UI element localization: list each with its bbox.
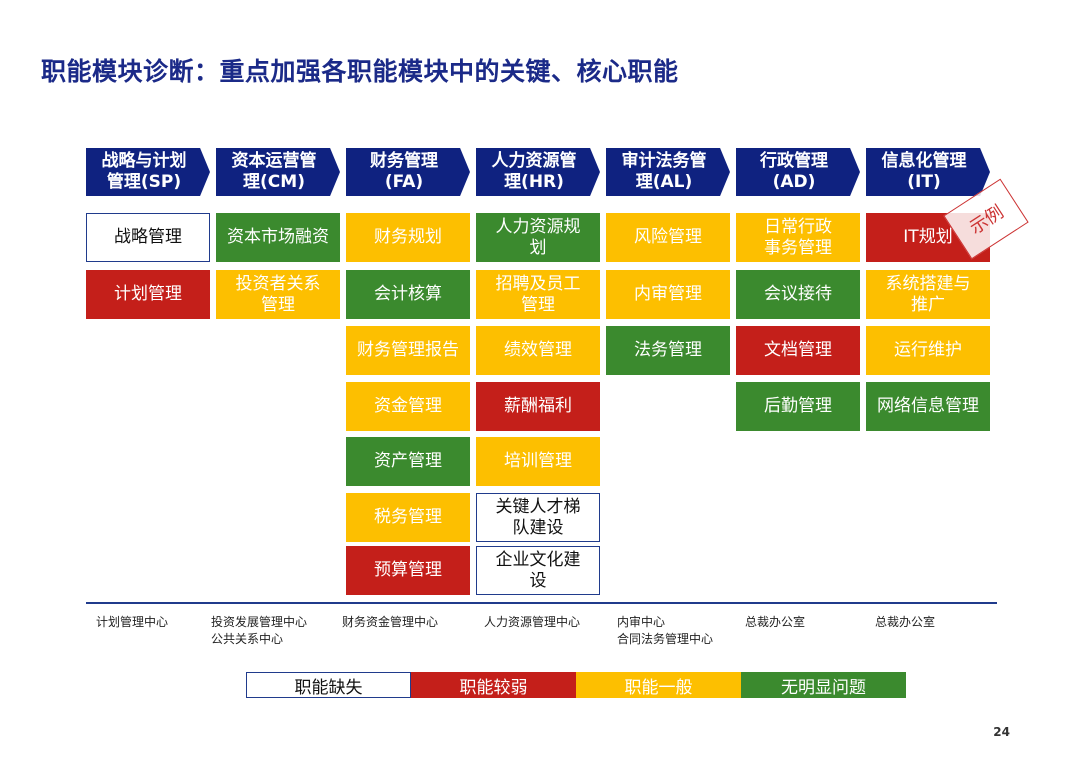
- function-cell: 人力资源规 划: [476, 213, 600, 262]
- column-header-label: 人力资源管 理(HR): [491, 151, 577, 192]
- legend-item-missing: 职能缺失: [246, 672, 411, 698]
- function-cell-label: 税务管理: [374, 507, 442, 527]
- column-header-label: 行政管理 (AD): [760, 151, 828, 192]
- column-header-label: 信息化管理 (IT): [881, 151, 967, 192]
- function-cell-label: 计划管理: [114, 284, 182, 304]
- function-column: 行政管理 (AD) 日常行政 事务管理会议接待文档管理后勤管理: [736, 148, 860, 431]
- function-cell: 战略管理: [86, 213, 210, 262]
- function-cell: 风险管理: [606, 213, 730, 262]
- department-label: 人力资源管理中心: [484, 615, 581, 629]
- page-number: 24: [993, 725, 1010, 739]
- column-header: 人力资源管 理(HR): [476, 148, 600, 196]
- function-cell-label: 风险管理: [634, 227, 702, 247]
- function-column: 财务管理 (FA) 财务规划会计核算财务管理报告 资金管理资产管理税务管理预算管理: [346, 148, 470, 595]
- function-cell-label: 财务管理报告: [357, 340, 459, 360]
- function-cell: 资产管理: [346, 437, 470, 486]
- department-label: 内审中心 合同法务管理中心: [617, 615, 714, 646]
- department-label: 总裁办公室: [745, 615, 806, 629]
- function-cell: 培训管理: [476, 437, 600, 486]
- function-cell-label: 网络信息管理: [877, 396, 979, 416]
- function-cell: 文档管理: [736, 326, 860, 375]
- function-cell-label: 培训管理: [504, 451, 572, 471]
- function-cell-label: 资产管理: [374, 451, 442, 471]
- function-cell-label: 企业文化建 设: [495, 549, 581, 591]
- function-cell-label: 内审管理: [634, 284, 702, 304]
- function-column: 信息化管理 (IT) IT规划系统搭建与 推广运行维护网络信息管理: [866, 148, 990, 431]
- column-header: 信息化管理 (IT): [866, 148, 990, 196]
- function-cell-label: 财务规划: [374, 227, 442, 247]
- function-cell-label: 后勤管理: [764, 396, 832, 416]
- function-cell-label: 战略管理: [114, 227, 182, 247]
- function-cell-label: 预算管理: [374, 560, 442, 580]
- function-cell: 运行维护: [866, 326, 990, 375]
- function-cell: 法务管理: [606, 326, 730, 375]
- function-cell-label: 薪酬福利: [504, 396, 572, 416]
- function-cell-label: 关键人才梯 队建设: [495, 496, 581, 538]
- function-cell: 关键人才梯 队建设: [476, 493, 600, 542]
- divider-line: [86, 602, 997, 604]
- function-cell: 预算管理: [346, 546, 470, 595]
- department-label: 财务资金管理中心: [342, 615, 439, 629]
- function-cell: 计划管理: [86, 270, 210, 319]
- function-cell: 会议接待: [736, 270, 860, 319]
- function-cell-label: 会议接待: [764, 284, 832, 304]
- function-cell: 薪酬福利: [476, 382, 600, 431]
- column-header-label: 战略与计划 管理(SP): [101, 151, 187, 192]
- legend-item-weak: 职能较弱: [411, 672, 576, 698]
- function-cell-label: 会计核算: [374, 284, 442, 304]
- department-label: 投资发展管理中心 公共关系中心: [211, 615, 308, 646]
- function-cell-label: 运行维护: [894, 340, 962, 360]
- column-header-label: 资本运营管 理(CM): [231, 151, 317, 192]
- function-cell-label: 文档管理: [764, 340, 832, 360]
- function-cell: 绩效管理: [476, 326, 600, 375]
- function-cell: 资金管理: [346, 382, 470, 431]
- function-cell: 日常行政 事务管理: [736, 213, 860, 262]
- page-title: 职能模块诊断：重点加强各职能模块中的关键、核心职能: [41, 57, 679, 86]
- function-column: 审计法务管 理(AL) 风险管理内审管理法务管理: [606, 148, 730, 375]
- legend-item-normal: 职能一般: [576, 672, 741, 698]
- column-header-label: 财务管理 (FA): [370, 151, 438, 192]
- legend-item-ok: 无明显问题: [741, 672, 906, 698]
- function-cell: 资本市场融资: [216, 213, 340, 262]
- function-cell: 财务规划: [346, 213, 470, 262]
- function-cell-label: 系统搭建与 推广: [885, 273, 971, 315]
- function-cell: 网络信息管理: [866, 382, 990, 431]
- legend: 职能缺失 职能较弱 职能一般 无明显问题: [246, 672, 906, 698]
- function-cell: 税务管理: [346, 493, 470, 542]
- function-cell: 会计核算: [346, 270, 470, 319]
- column-header: 审计法务管 理(AL): [606, 148, 730, 196]
- column-header: 财务管理 (FA): [346, 148, 470, 196]
- function-cell-label: 法务管理: [634, 340, 702, 360]
- function-column: 战略与计划 管理(SP) 战略管理计划管理: [86, 148, 210, 319]
- function-cell: 后勤管理: [736, 382, 860, 431]
- function-column: 资本运营管 理(CM) 资本市场融资投资者关系 管理: [216, 148, 340, 319]
- department-label: 计划管理中心: [96, 615, 169, 629]
- column-header: 战略与计划 管理(SP): [86, 148, 210, 196]
- function-cell: 招聘及员工 管理: [476, 270, 600, 319]
- function-cell: 内审管理: [606, 270, 730, 319]
- function-cell: 财务管理报告: [346, 326, 470, 375]
- function-cell: 系统搭建与 推广: [866, 270, 990, 319]
- column-header-label: 审计法务管 理(AL): [621, 151, 707, 192]
- function-cell: 企业文化建 设: [476, 546, 600, 595]
- department-label: 总裁办公室: [875, 615, 936, 629]
- function-cell-label: 绩效管理: [504, 340, 572, 360]
- function-column: 人力资源管 理(HR) 人力资源规 划招聘及员工 管理绩效管理薪酬福利培训管理关键…: [476, 148, 600, 595]
- function-cell-label: 资本市场融资: [227, 227, 329, 247]
- function-cell-label: 招聘及员工 管理: [495, 273, 581, 315]
- column-header: 行政管理 (AD): [736, 148, 860, 196]
- function-cell-label: 日常行政 事务管理: [764, 216, 832, 258]
- function-cell-label: 投资者关系 管理: [235, 273, 321, 315]
- function-cell-label: 人力资源规 划: [495, 216, 581, 258]
- function-cell: 投资者关系 管理: [216, 270, 340, 319]
- function-cell-label: 资金管理: [374, 396, 442, 416]
- column-header: 资本运营管 理(CM): [216, 148, 340, 196]
- function-cell-label: IT规划: [903, 227, 953, 247]
